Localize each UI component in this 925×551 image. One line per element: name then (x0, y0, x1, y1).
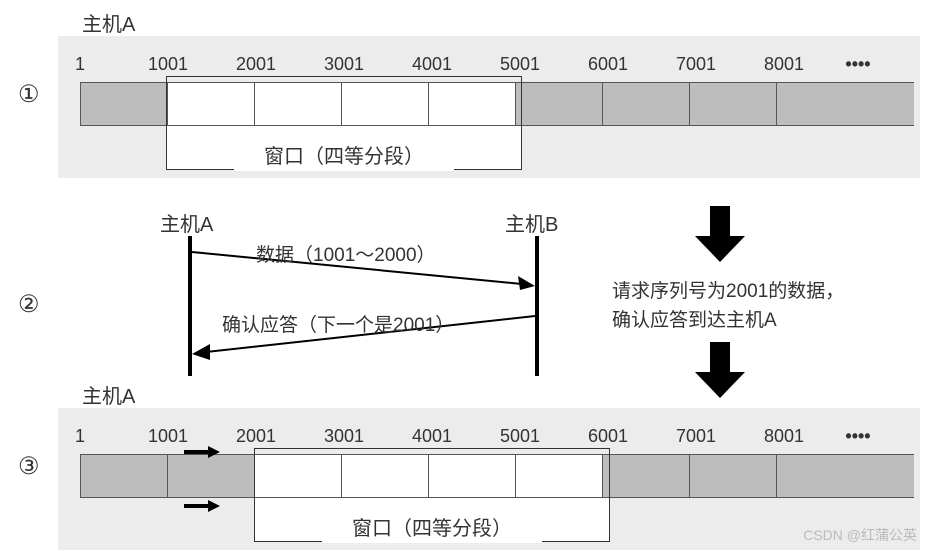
num-8001-row3: 8001 (764, 426, 804, 447)
num-3001-row3: 3001 (324, 426, 364, 447)
num-1-row3: 1 (75, 426, 85, 447)
num-6001-row3: 6001 (588, 426, 628, 447)
big-arrow-2 (690, 342, 750, 405)
host-a-label-1: 主机A (82, 8, 135, 37)
data-msg-label: 数据（1001～2000） (256, 240, 436, 267)
big-arrow-1 (690, 206, 750, 269)
num-8001-row1: 8001 (764, 54, 804, 75)
num-1001-row1: 1001 (148, 54, 188, 75)
num-3001-row1: 3001 (324, 54, 364, 75)
ellipsis-row1: •••• (845, 54, 870, 75)
num-4001-row3: 4001 (412, 426, 452, 447)
num-6001-row1: 6001 (588, 54, 628, 75)
watermark: CSDN @红蒲公英 (803, 525, 917, 545)
num-1001-row3: 1001 (148, 426, 188, 447)
step2-label: ② (18, 290, 40, 319)
step1-label: ① (18, 80, 40, 109)
shift-arrow-top (184, 444, 220, 460)
num-2001-row3: 2001 (236, 426, 276, 447)
ellipsis-row3: •••• (845, 426, 870, 447)
num-5001-row1: 5001 (500, 54, 540, 75)
num-7001-row3: 7001 (676, 426, 716, 447)
shift-arrow-bottom (184, 498, 220, 514)
info-text: 请求序列号为2001的数据， 确认应答到达主机A (612, 278, 844, 335)
num-2001-row1: 2001 (236, 54, 276, 75)
host-a-label-3: 主机A (82, 380, 135, 409)
host-a-label-2: 主机A (160, 208, 213, 237)
host-b-label: 主机B (505, 208, 558, 237)
step3-label: ③ (18, 452, 40, 481)
num-7001-row1: 7001 (676, 54, 716, 75)
window-text-3: 窗口（四等分段） (322, 510, 542, 543)
num-4001-row1: 4001 (412, 54, 452, 75)
num-5001-row3: 5001 (500, 426, 540, 447)
window-text-1: 窗口（四等分段） (234, 138, 454, 171)
num-1-row1: 1 (75, 54, 85, 75)
ack-msg-label: 确认应答（下一个是2001） (222, 310, 454, 337)
